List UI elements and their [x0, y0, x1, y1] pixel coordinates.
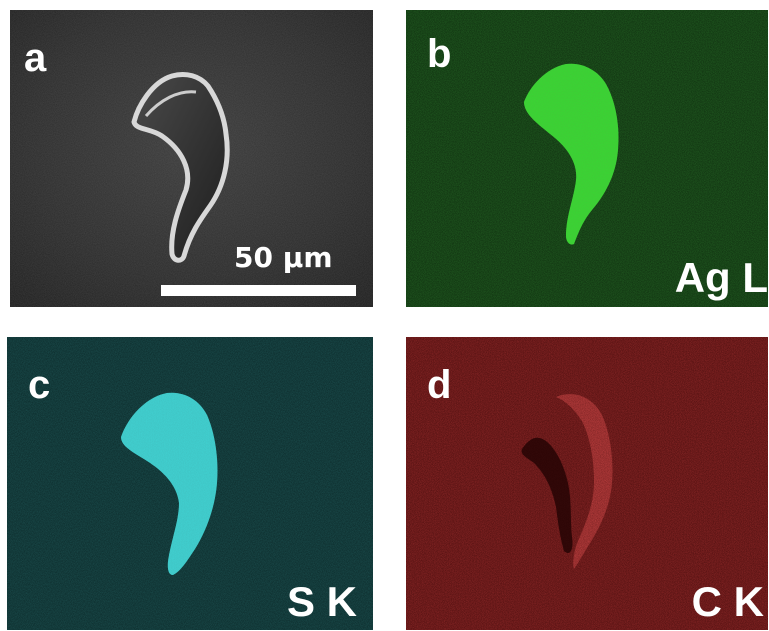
scale-bar: [161, 285, 356, 296]
s-map-panel: c S K: [7, 337, 373, 630]
element-label-s: S K: [286, 578, 357, 625]
sem-image-panel: a 50 µm: [10, 10, 373, 307]
c-map-panel: d C K: [406, 337, 768, 630]
scale-bar-label: 50 µm: [234, 241, 333, 274]
sem-micrograph: [10, 10, 373, 307]
ag-elemental-map: [406, 10, 768, 307]
panel-letter-c: c: [28, 363, 51, 407]
c-particle-shadow: [521, 437, 573, 554]
element-label-c: C K: [691, 578, 764, 625]
ag-map-panel: b Ag L: [406, 10, 768, 307]
panel-letter-b: b: [427, 32, 452, 76]
panel-letter-a: a: [24, 36, 47, 80]
particle-outline: [131, 71, 230, 263]
c-elemental-map: [406, 337, 768, 630]
c-particle-rim: [556, 394, 613, 569]
element-label-ag: Ag L: [674, 254, 768, 301]
s-elemental-map: [7, 337, 373, 630]
panel-letter-d: d: [427, 363, 452, 407]
